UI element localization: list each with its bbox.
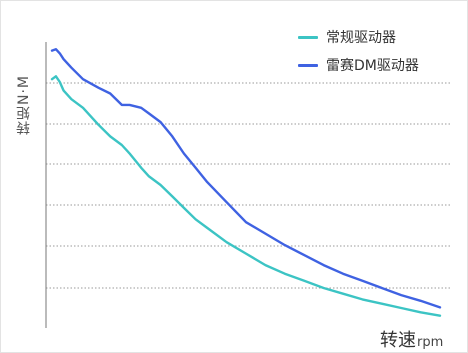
- legend-label-conventional: 常规驱动器: [326, 30, 396, 46]
- legend-item-conventional-driver: 常规驱动器: [298, 26, 419, 48]
- series-line-0: [50, 75, 442, 317]
- grid-lines: [46, 82, 452, 289]
- legend-swatch-dm: [298, 63, 318, 67]
- legend-item-dm-driver: 雷赛DM驱动器: [298, 54, 419, 76]
- y-axis-label: 转矩N·M: [16, 75, 32, 136]
- x-axis-title: 转速: [380, 330, 416, 351]
- legend-label-dm: 雷赛DM驱动器: [326, 58, 419, 74]
- x-axis-label: 转速rpm: [380, 326, 443, 352]
- x-axis-unit: rpm: [417, 335, 444, 350]
- series-layer: [50, 48, 442, 317]
- series-line-1: [50, 48, 442, 309]
- legend: 常规驱动器 雷赛DM驱动器: [298, 26, 419, 82]
- legend-swatch-conventional: [298, 35, 318, 39]
